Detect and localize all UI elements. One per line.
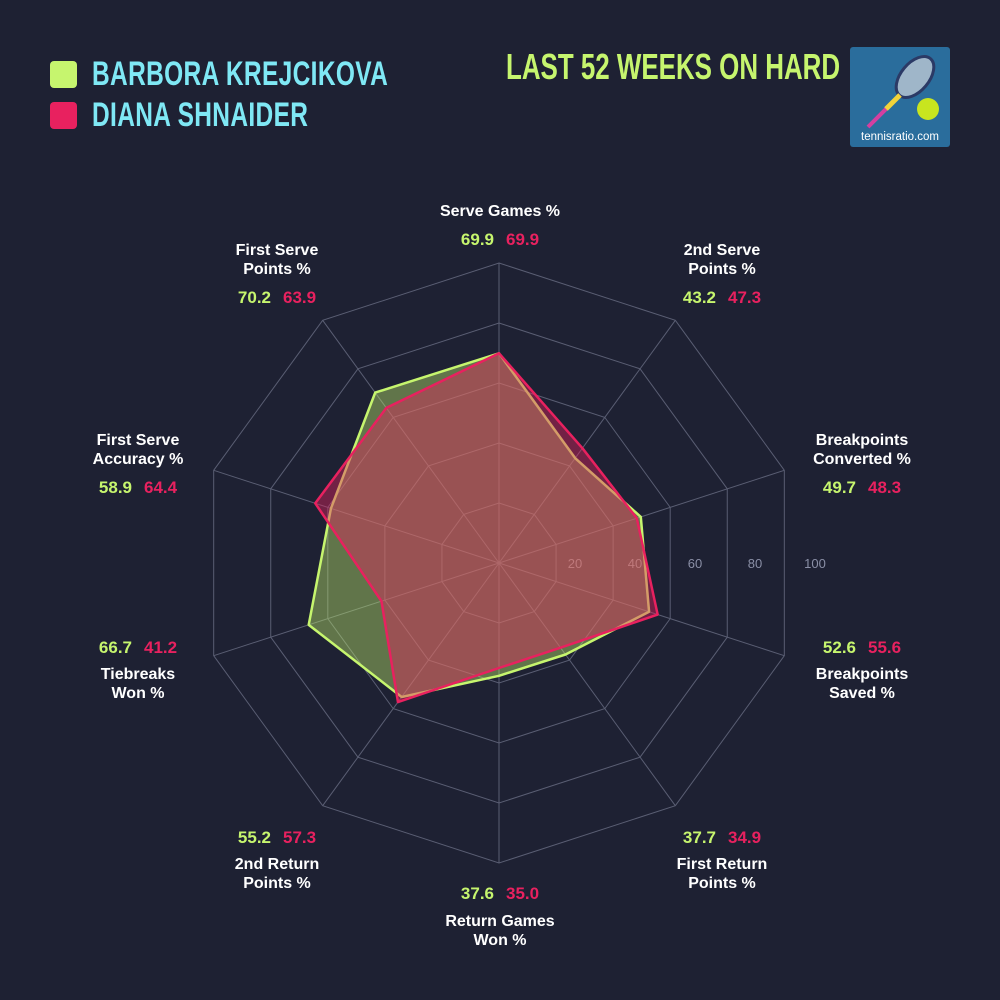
value-labels: 55.2 57.3: [187, 828, 367, 848]
axis-spoke: [322, 320, 500, 564]
axis-spoke: [498, 320, 676, 564]
axis-label-line: Serve Games %: [439, 203, 561, 220]
tennisratio-logo: tennisratio.com: [850, 47, 950, 147]
axis-label-line: Won %: [473, 932, 527, 949]
axis-label-line: Points %: [688, 875, 756, 892]
data-label-player2: 55.6: [868, 638, 902, 657]
legend-label-player2: DIANA SHNAIDER: [92, 96, 309, 134]
data-label-player1: 66.7: [98, 638, 132, 657]
axis-label-line: 2nd Return: [234, 856, 320, 873]
legend-swatch-player2: [50, 102, 77, 129]
legend-swatch-player1: [50, 61, 77, 88]
axis-label-line: Breakpoints: [815, 432, 909, 449]
axis-label-line: Points %: [243, 261, 311, 278]
data-label-player1: 70.2: [237, 288, 271, 307]
tick-label: 20: [568, 556, 582, 571]
axis-label: First Serve Accuracy %: [48, 431, 228, 469]
tick-label: 100: [804, 556, 826, 571]
axis-label: First Return Points %: [632, 855, 812, 893]
racket-ball-icon: [866, 55, 939, 129]
axis-label-line: First Return: [676, 856, 768, 873]
data-label-player1: 58.9: [98, 478, 132, 497]
data-label-player1: 49.7: [822, 478, 856, 497]
data-label-player2: 69.9: [506, 230, 540, 249]
axis-spoke: [498, 562, 785, 657]
axis-label-line: Converted %: [813, 451, 911, 468]
axis-label-line: First Serve: [235, 242, 319, 259]
data-label-player2: 64.4: [144, 478, 178, 497]
data-label-player2: 48.3: [868, 478, 902, 497]
data-label-player2: 34.9: [728, 828, 762, 847]
chart-title: LAST 52 WEEKS ON HARD: [506, 46, 841, 87]
axis-label: Return Games Won %: [410, 912, 590, 950]
axis-label-line: Return Games: [445, 913, 555, 930]
axis-spoke: [498, 562, 676, 806]
tick-label: 40: [628, 556, 642, 571]
value-labels: 37.6 35.0: [410, 884, 590, 904]
legend-item-player2: DIANA SHNAIDER: [50, 96, 392, 135]
data-label-player1: 55.2: [237, 828, 271, 847]
data-label-player2: 41.2: [144, 638, 178, 657]
axis-label: 2nd Return Points %: [187, 855, 367, 893]
data-label-player1: 37.7: [682, 828, 716, 847]
axis-spoke: [213, 469, 500, 564]
axis-label: 2nd Serve Points %: [632, 241, 812, 279]
value-labels: 49.7 48.3: [772, 478, 952, 498]
axis-label-line: Points %: [243, 875, 311, 892]
tick-label: 60: [688, 556, 702, 571]
axis-spoke: [322, 562, 500, 806]
axis-label-line: Accuracy %: [92, 451, 184, 468]
series-area-player1: [307, 352, 651, 699]
axis-label-line: 2nd Serve: [683, 242, 761, 259]
axis-label-line: Saved %: [829, 685, 895, 702]
value-labels: 52.6 55.6: [772, 638, 952, 658]
data-label-player1: 52.6: [822, 638, 856, 657]
axis-label: First Serve Points %: [187, 241, 367, 279]
value-labels: 37.7 34.9: [632, 828, 812, 848]
logo-text: tennisratio.com: [861, 131, 939, 143]
data-label-player2: 57.3: [283, 828, 317, 847]
data-label-player2: 63.9: [283, 288, 317, 307]
axis-label-line: First Serve: [96, 432, 180, 449]
value-labels: 66.7 41.2: [48, 638, 228, 658]
tick-label: 80: [748, 556, 762, 571]
axis-label: Tiebreaks Won %: [48, 665, 228, 703]
value-labels: 69.9 69.9: [410, 230, 590, 250]
value-labels: 58.9 64.4: [48, 478, 228, 498]
axis-spoke: [213, 562, 500, 657]
value-labels: 43.2 47.3: [632, 288, 812, 308]
series-area-player2: [314, 352, 659, 704]
value-labels: 70.2 63.9: [187, 288, 367, 308]
axis-label-line: Won %: [111, 685, 165, 702]
axis-label-line: Tiebreaks: [100, 666, 176, 683]
axis-label-line: Points %: [688, 261, 756, 278]
data-label-player1: 43.2: [682, 288, 716, 307]
axis-label: Breakpoints Converted %: [772, 431, 952, 469]
data-label-player2: 47.3: [728, 288, 762, 307]
data-label-player2: 35.0: [506, 884, 540, 903]
axis-label: Breakpoints Saved %: [772, 665, 952, 703]
legend-item-player1: BARBORA KREJCIKOVA: [50, 55, 503, 94]
legend-label-player1: BARBORA KREJCIKOVA: [92, 55, 389, 93]
axis-label-line: Breakpoints: [815, 666, 909, 683]
data-label-player1: 69.9: [460, 230, 494, 249]
data-label-player1: 37.6: [460, 884, 494, 903]
axis-label: Serve Games %: [410, 202, 590, 221]
